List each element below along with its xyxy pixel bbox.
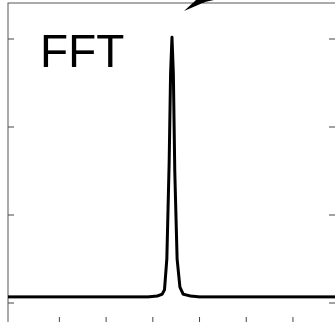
- arrow-fragment: [184, 0, 214, 11]
- data-line: [8, 35, 335, 299]
- plot-frame: [7, 2, 335, 322]
- chart-title: FFT: [40, 25, 124, 77]
